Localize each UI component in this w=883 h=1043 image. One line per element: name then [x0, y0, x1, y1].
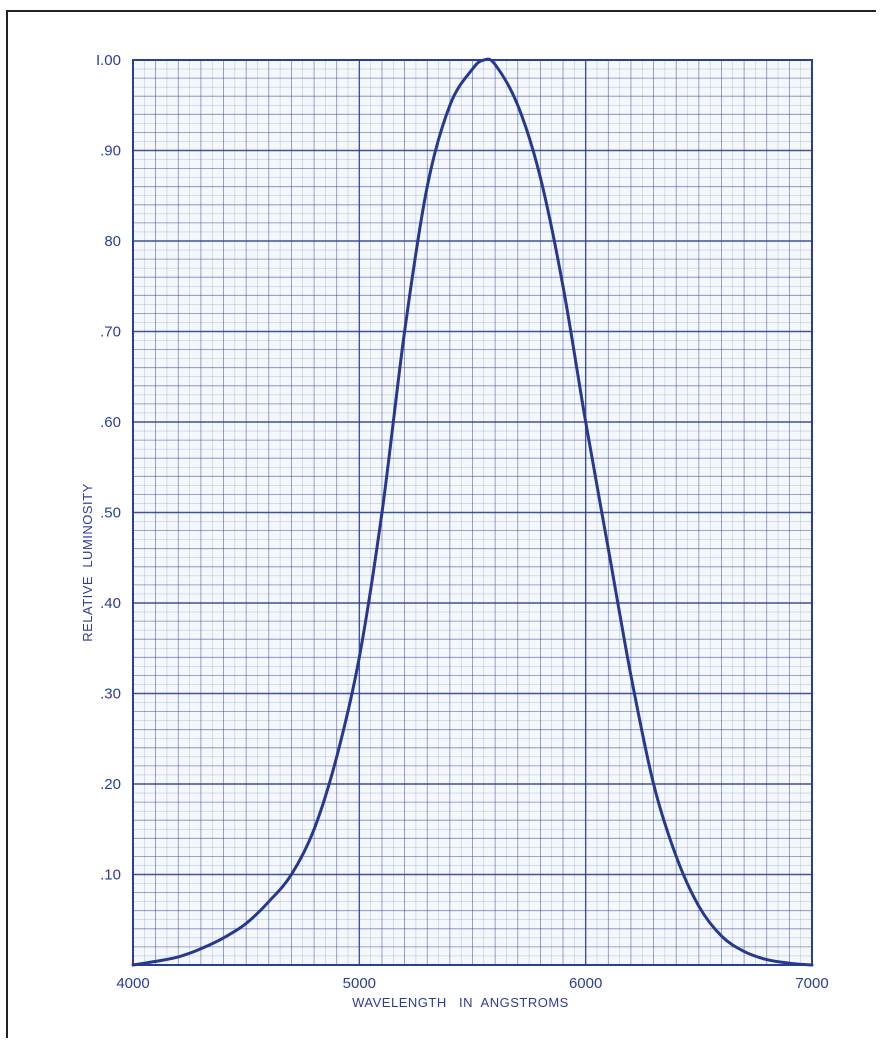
y-tick-label: .20 — [100, 776, 121, 793]
plot-border — [132, 59, 813, 966]
y-tick-label: .40 — [100, 595, 121, 612]
page-frame — [6, 10, 876, 1038]
y-tick-labels: .10 .20 .30 .40 .50 .60 .70 80 .90 I.00 — [96, 52, 121, 884]
y-tick-label: I.00 — [96, 52, 121, 69]
x-tick-labels: 4000 5000 6000 7000 — [116, 975, 828, 992]
y-tick-label: .30 — [100, 686, 121, 703]
x-axis-label: WAVELENGTH IN ANGSTROMS — [352, 995, 569, 1010]
y-tick-label: .60 — [100, 414, 121, 431]
y-axis-label: RELATIVE LUMINOSITY — [80, 483, 95, 642]
x-tick-label: 4000 — [116, 975, 149, 992]
luminosity-curve — [131, 57, 814, 967]
x-tick-label: 7000 — [795, 975, 828, 992]
y-tick-label: .70 — [100, 324, 121, 341]
y-tick-label: 80 — [104, 233, 121, 250]
y-tick-label: .10 — [100, 867, 121, 884]
x-tick-label: 6000 — [569, 975, 602, 992]
x-tick-label: 5000 — [343, 975, 376, 992]
y-tick-label: .50 — [100, 505, 121, 522]
y-tick-label: .90 — [100, 143, 121, 160]
